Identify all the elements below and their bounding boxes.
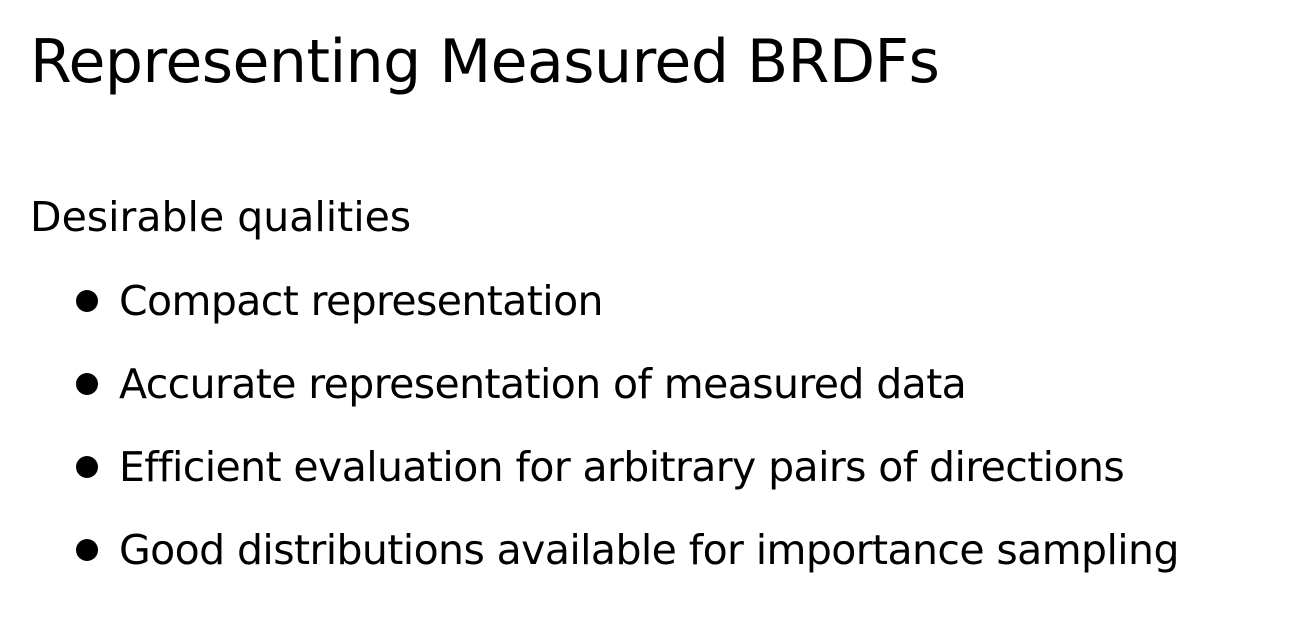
bullet-icon [76,373,98,395]
bullet-icon [76,456,98,478]
bullet-text: Efficient evaluation for arbitrary pairs… [119,443,1125,491]
bullet-text: Compact representation [119,277,604,325]
bullet-icon [76,290,98,312]
slide-title: Representing Measured BRDFs [30,27,940,97]
bullet-text: Good distributions available for importa… [119,526,1179,574]
bullet-text: Accurate representation of measured data [119,360,967,408]
bullet-icon [76,539,98,561]
section-heading: Desirable qualities [30,193,412,241]
